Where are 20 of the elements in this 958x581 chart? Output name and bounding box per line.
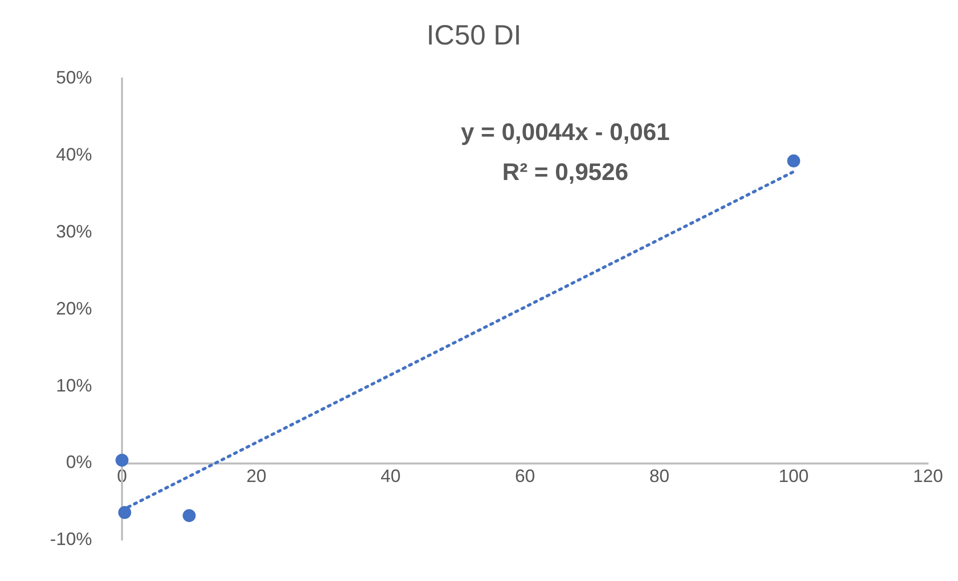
x-tick-label: 80 <box>649 466 670 486</box>
y-tick-label: 50% <box>56 68 92 88</box>
point <box>118 506 132 520</box>
point <box>182 509 196 522</box>
x-tick-label: 100 <box>778 466 809 486</box>
y-tick-label: 20% <box>56 298 92 318</box>
point <box>787 154 800 168</box>
y-tick-label: 40% <box>56 144 92 164</box>
chart-title: IC50 DI <box>426 20 522 51</box>
annotation: R² = 0,9526 <box>502 159 628 186</box>
point <box>116 454 129 467</box>
x-tick-label: 40 <box>380 466 401 486</box>
y-tick-label: 10% <box>56 375 92 396</box>
annotation: y = 0,0044x - 0,061 <box>460 119 670 146</box>
y-tick-label: 30% <box>56 221 92 242</box>
x-tick-label: 120 <box>912 466 944 486</box>
x-tick-label: 60 <box>514 466 536 486</box>
y-tick-label: -10% <box>50 529 92 550</box>
x-tick-label: 20 <box>246 466 266 486</box>
y-tick-label: 0% <box>66 452 92 472</box>
